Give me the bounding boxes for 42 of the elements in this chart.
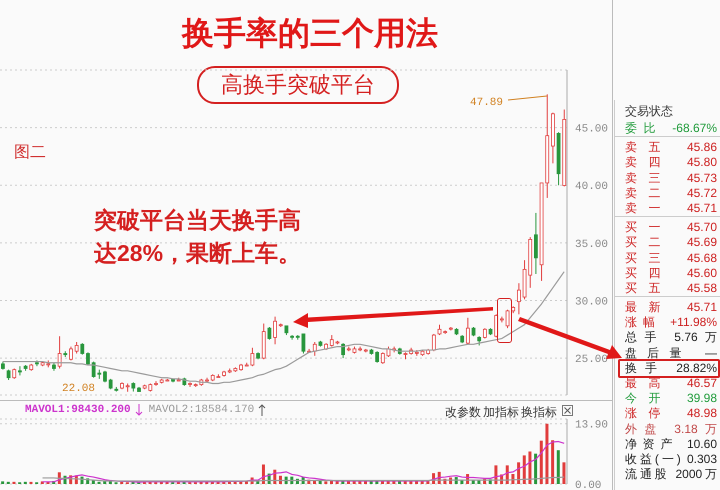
text: 涨停 48.98 [625,406,717,420]
annotation: 换指标 [521,404,557,421]
text: 买一 45.70 [625,220,717,234]
text: 换手 28.82% [625,360,717,375]
text: 交易状态 [624,103,674,120]
text: 卖四 45.80 [625,155,717,170]
text: 总手 5.76万 [625,330,717,344]
text: 流通股 2000万 [625,467,717,482]
annotation: 22.08 [62,383,96,395]
text: 盘后量 — [625,346,717,360]
y-tick-label: 13.90 [575,420,608,432]
y-tick-label: 0.00 [575,480,602,490]
text: 买二 45.69 [625,235,717,250]
chart-subtitle: 高换手突破平台 [197,66,399,104]
text: 最新 45.71 [625,300,717,314]
text: 卖二 45.72 [625,186,717,200]
text: 净资产 10.60 [625,436,717,451]
chart-title: 换手率的三个用法 [180,14,439,53]
text: 卖一 45.71 [625,200,717,215]
text: 涨幅 +11.98% [625,315,717,330]
text: 卖三 45.73 [625,170,717,185]
y-tick-label: 30.00 [575,296,608,308]
text: 今开 39.98 [625,391,717,406]
y-tick-label: 35.00 [575,238,608,251]
annotation: 加指标 [483,404,519,421]
text: 买三 45.68 [625,250,717,264]
y-tick-label: 40.00 [575,181,608,194]
text: 最高 46.57 [625,376,717,390]
text: 卖五 45.86 [625,140,717,154]
text: 买五 45.58 [625,280,717,295]
text: 委比 -68.67% [625,121,717,135]
legend-label: MAVOL1:98430.200 [25,404,131,416]
annotation: 图二 [14,143,46,163]
annotation: 改参数 [445,404,481,421]
annotation: 突破平台当天换手高达28%，果断上车。 [94,206,302,268]
text: 买四 45.60 [625,266,717,280]
text: 外盘 3.18万 [625,422,717,436]
text: MAVOL2:18584.170 [148,404,254,416]
annotation: 47.89 [470,97,504,109]
text: 收益(一) 0.303 [625,452,717,466]
y-tick-label: 45.00 [575,124,608,136]
y-tick-label: 25.00 [575,354,608,366]
